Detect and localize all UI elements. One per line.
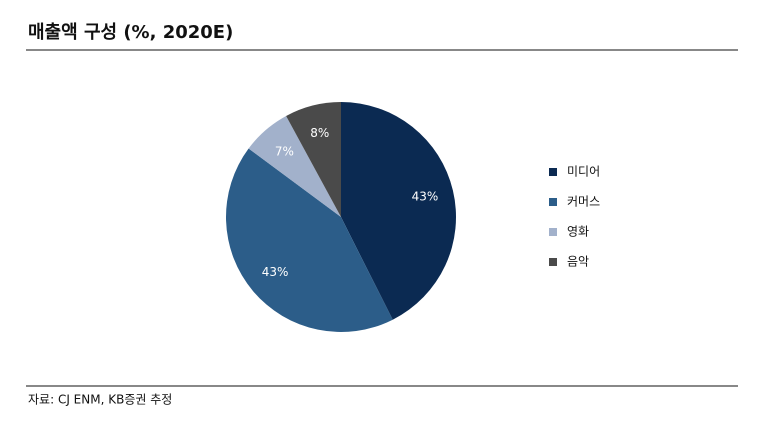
legend-swatch: [549, 168, 557, 176]
value-label: 43%: [412, 190, 439, 204]
legend-label: 커머스: [567, 195, 600, 209]
legend-swatch: [549, 198, 557, 206]
pie-slice: [286, 102, 341, 217]
legend-label: 음악: [567, 255, 589, 269]
pie-slice: [341, 102, 456, 320]
value-label: 43%: [262, 265, 289, 279]
value-label: 8%: [310, 126, 329, 140]
legend-swatch: [549, 258, 557, 266]
pie-slice: [248, 115, 341, 217]
chart-title: 매출액 구성 (%, 2020E): [28, 22, 233, 43]
legend-label: 미디어: [567, 165, 600, 179]
value-label: 7%: [275, 144, 294, 158]
pie-slice: [226, 148, 393, 332]
legend-swatch: [549, 228, 557, 236]
source: 자료: CJ ENM, KB증권 추정: [28, 393, 172, 407]
legend-label: 영화: [567, 225, 589, 239]
